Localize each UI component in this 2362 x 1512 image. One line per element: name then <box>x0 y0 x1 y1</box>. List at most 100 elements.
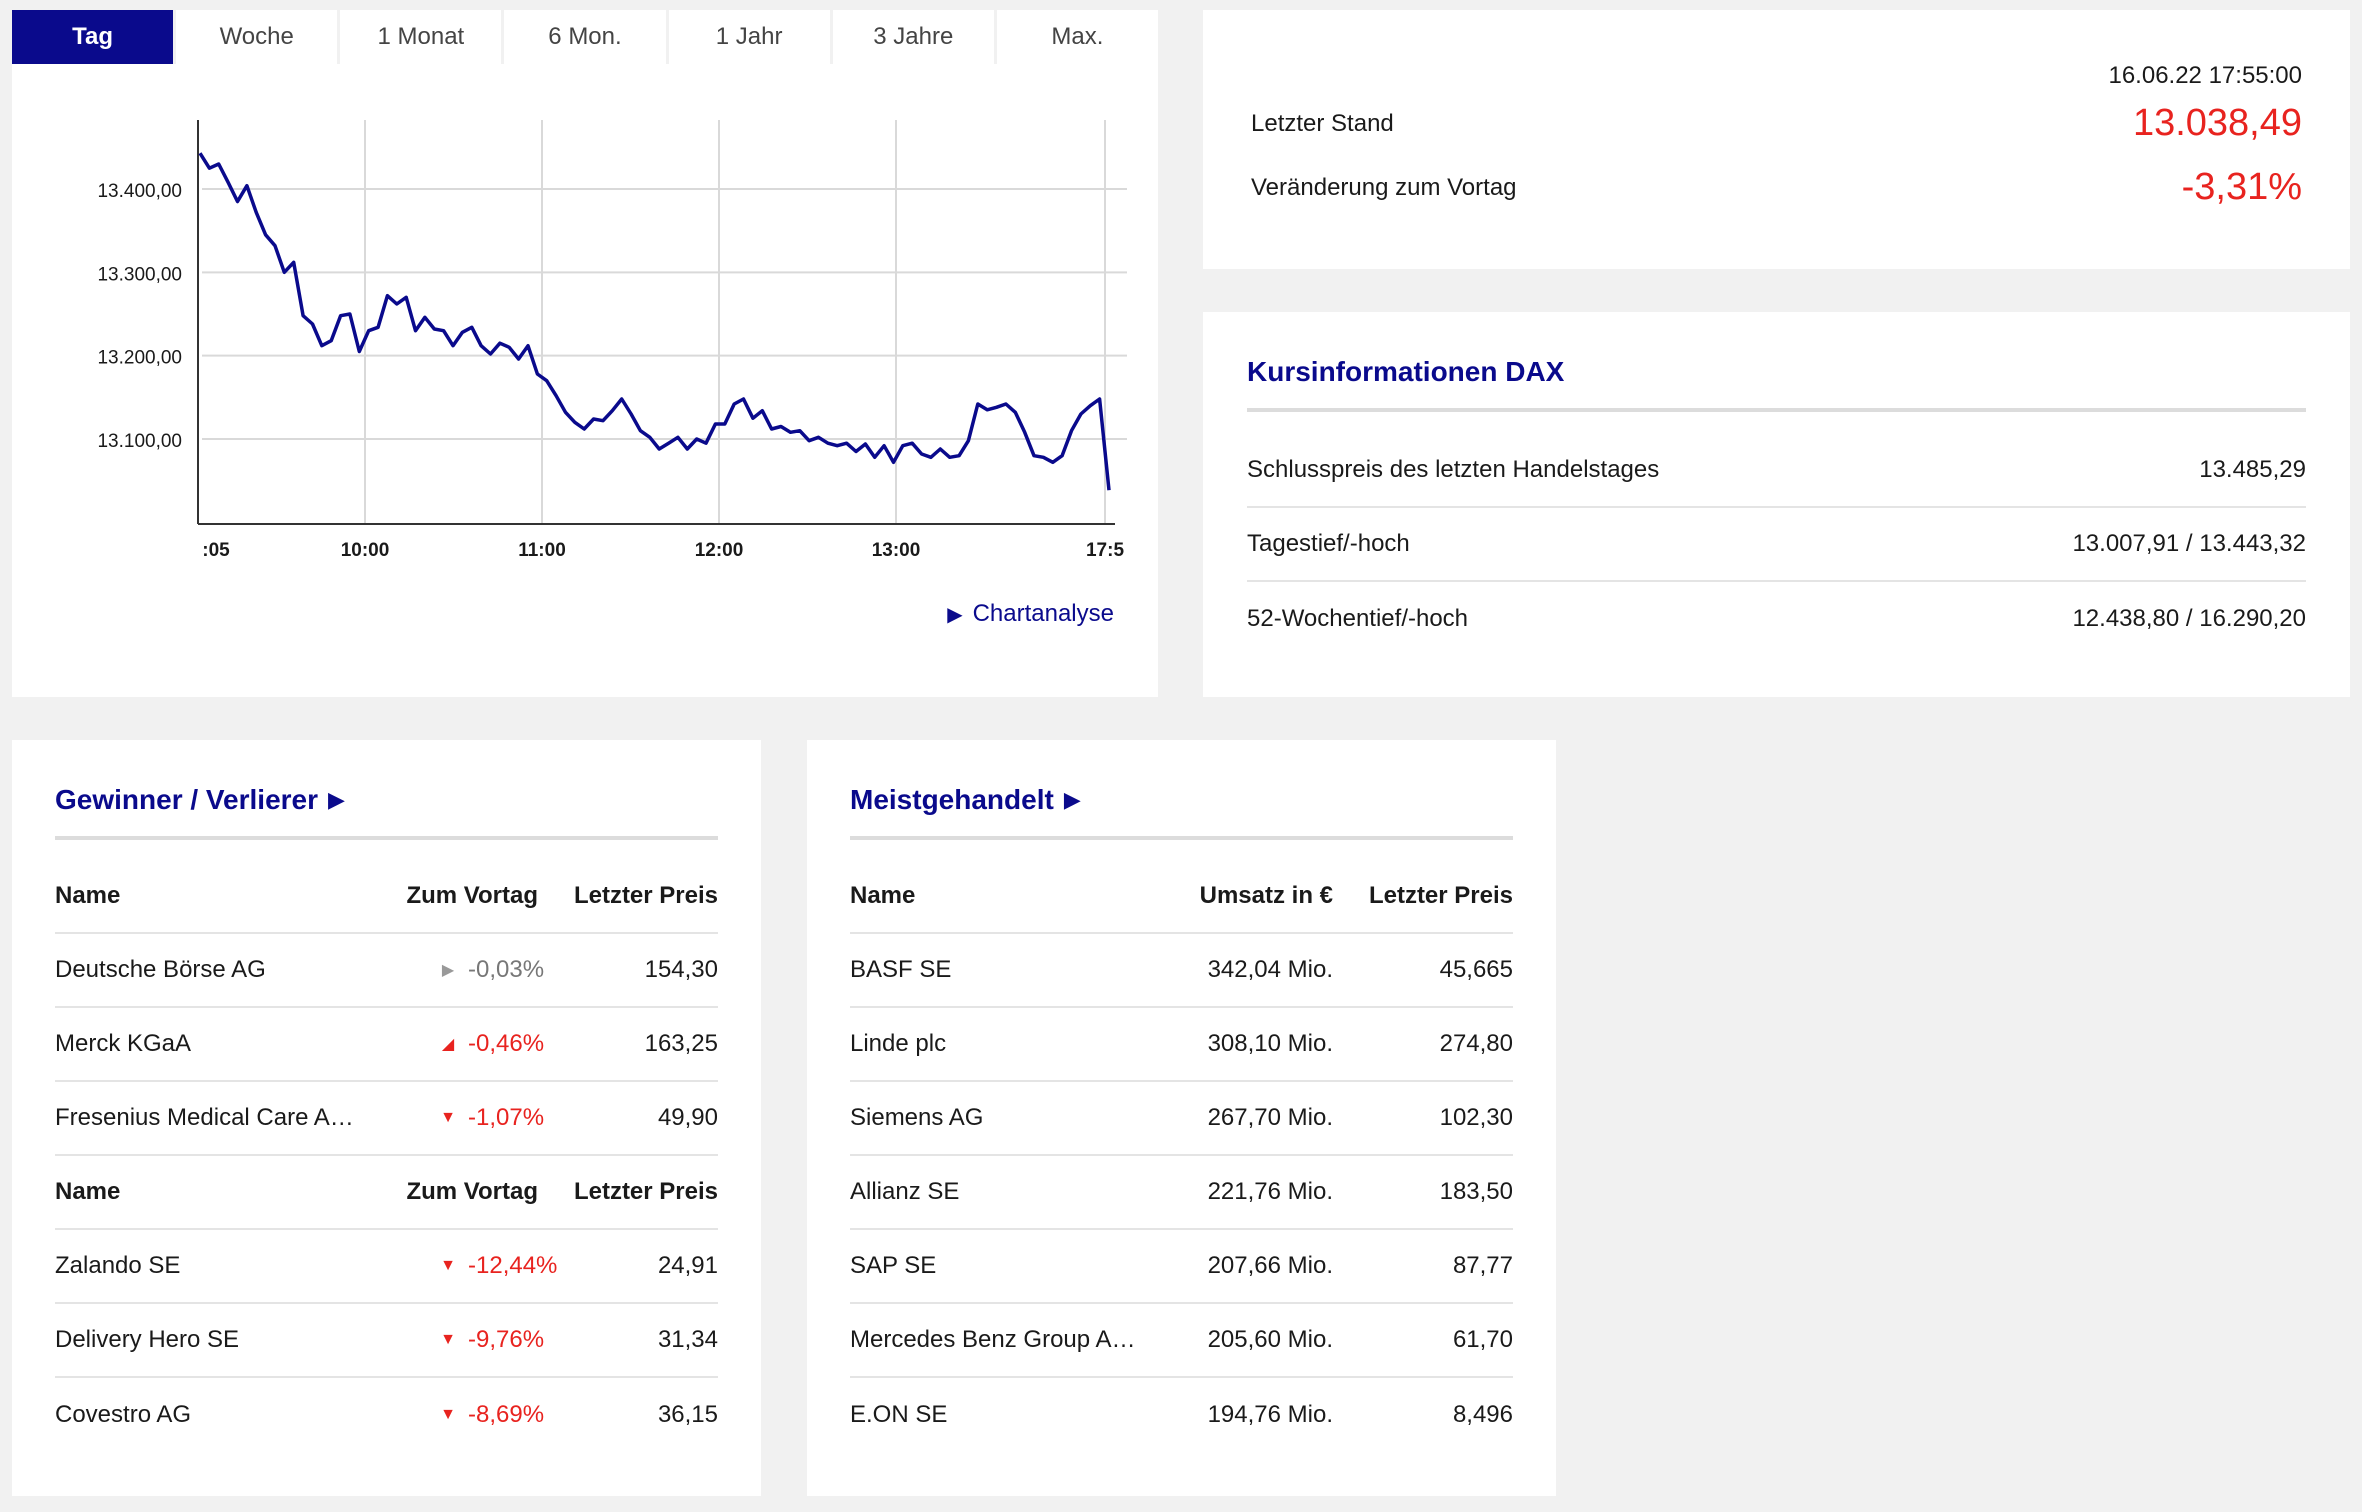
stock-name[interactable]: Covestro AG <box>55 1401 192 1428</box>
stock-name[interactable]: Allianz SE <box>850 1178 960 1205</box>
table-row[interactable]: Zalando SE ▼ -12,44% 24,91 <box>55 1230 718 1304</box>
table-row[interactable]: Merck KGaA ◢ -0,46% 163,25 <box>55 1008 718 1082</box>
y-tick-label: 13.400,00 <box>97 181 182 202</box>
last-price: 31,34 <box>657 1326 718 1353</box>
tab-3-jahre[interactable]: 3 Jahre <box>832 10 994 64</box>
kursinformationen-title: Kursinformationen DAX <box>1247 356 1565 387</box>
x-tick-label: :05 <box>202 540 230 561</box>
last-price: 154,30 <box>644 956 718 983</box>
col-name: Name <box>55 1178 121 1205</box>
series-line-dax <box>198 152 1111 491</box>
last-price-label: Letzter Stand <box>1251 109 1394 137</box>
info-row: Tagestief/-hoch 13.007,91 / 13.443,32 <box>1247 508 2306 582</box>
divider <box>850 836 1513 840</box>
chart-panel: Tag Woche 1 Monat 6 Mon. 1 Jahr 3 Jahre … <box>12 10 1158 697</box>
col-price: Letzter Preis <box>573 1178 718 1205</box>
table-header: Name Umsatz in € Letzter Preis <box>850 860 1513 934</box>
most-traded-panel: Meistgehandelt ▶ Name Umsatz in € Letzte… <box>807 740 1556 1496</box>
stock-name[interactable]: Delivery Hero SE <box>55 1326 240 1353</box>
gainers-losers-table: Name Zum Vortag Letzter Preis Deutsche B… <box>55 860 718 1452</box>
info-value: 13.485,29 <box>2199 456 2306 483</box>
volume-value: 205,60 Mio. <box>1207 1326 1333 1353</box>
table-row[interactable]: Deutsche Börse AG ▶ -0,03% 154,30 <box>55 934 718 1008</box>
stock-name[interactable]: BASF SE <box>850 956 952 983</box>
down-arrow-icon: ▼ <box>440 1331 456 1348</box>
stock-name[interactable]: E.ON SE <box>850 1401 948 1428</box>
stock-name[interactable]: Zalando SE <box>55 1252 181 1279</box>
col-change: Zum Vortag <box>406 882 538 909</box>
change-label: Veränderung zum Vortag <box>1251 173 1517 201</box>
tab-1-jahr[interactable]: 1 Jahr <box>668 10 830 64</box>
y-tick-label: 13.200,00 <box>97 348 182 369</box>
table-row[interactable]: Covestro AG ▼ -8,69% 36,15 <box>55 1378 718 1452</box>
change-pct: -9,76% <box>468 1326 545 1353</box>
table-row[interactable]: Mercedes Benz Group AG… 205,60 Mio. 61,70 <box>850 1304 1513 1378</box>
stock-name[interactable]: Mercedes Benz Group AG… <box>850 1326 1153 1353</box>
most-traded-title: Meistgehandelt <box>850 784 1054 815</box>
volume-value: 267,70 Mio. <box>1207 1104 1333 1131</box>
change-row: Veränderung zum Vortag -3,31% <box>1251 166 2302 209</box>
table-header: Name Zum Vortag Letzter Preis <box>55 860 718 934</box>
table-row[interactable]: E.ON SE 194,76 Mio. 8,496 <box>850 1378 1513 1452</box>
table-row[interactable]: BASF SE 342,04 Mio. 45,665 <box>850 934 1513 1008</box>
info-row: 52-Wochentief/-hoch 12.438,80 / 16.290,2… <box>1247 582 2306 656</box>
col-name: Name <box>55 882 121 909</box>
stock-name[interactable]: Siemens AG <box>850 1104 984 1131</box>
stock-name[interactable]: Deutsche Börse AG <box>55 956 266 983</box>
chartanalyse-label: Chartanalyse <box>972 600 1114 627</box>
volume-value: 194,76 Mio. <box>1207 1401 1333 1428</box>
down-arrow-icon: ▼ <box>440 1406 456 1423</box>
change-pct: -1,07% <box>468 1104 545 1131</box>
last-price-row: Letzter Stand 13.038,49 <box>1251 102 2302 145</box>
tab-6-mon[interactable]: 6 Mon. <box>504 10 666 64</box>
y-tick-label: 13.300,00 <box>97 264 182 285</box>
col-price: Letzter Preis <box>1368 882 1513 909</box>
x-tick-label: 12:00 <box>695 540 744 561</box>
col-name: Name <box>850 882 916 909</box>
col-volume: Umsatz in € <box>1199 882 1333 909</box>
table-row[interactable]: Siemens AG 267,70 Mio. 102,30 <box>850 1082 1513 1156</box>
info-row: Schlusspreis des letzten Handelstages 13… <box>1247 434 2306 508</box>
quote-timestamp: 16.06.22 17:55:00 <box>2108 62 2302 89</box>
tab-1-monat[interactable]: 1 Monat <box>340 10 502 64</box>
last-price: 8,496 <box>1452 1401 1513 1428</box>
table-row[interactable]: Linde plc 308,10 Mio. 274,80 <box>850 1008 1513 1082</box>
quote-panel: 16.06.22 17:55:00 Letzter Stand 13.038,4… <box>1203 10 2350 269</box>
info-label: Tagestief/-hoch <box>1247 530 1410 557</box>
stock-name[interactable]: Fresenius Medical Care A… <box>55 1104 354 1131</box>
most-traded-table: Name Umsatz in € Letzter Preis BASF SE 34… <box>850 860 1513 1452</box>
x-tick-label: 17:5 <box>1086 540 1124 561</box>
x-tick-label: 13:00 <box>872 540 921 561</box>
intraday-chart[interactable]: 13.400,00 13.300,00 13.200,00 13.100,00 :05… <box>12 64 1158 584</box>
gainers-losers-link[interactable]: Gewinner / Verlierer ▶ <box>55 784 345 816</box>
down-arrow-icon: ▼ <box>440 1257 456 1274</box>
stock-name[interactable]: Merck KGaA <box>55 1030 192 1057</box>
last-price: 163,25 <box>644 1030 718 1057</box>
table-row[interactable]: Delivery Hero SE ▼ -9,76% 31,34 <box>55 1304 718 1378</box>
table-row[interactable]: Allianz SE 221,76 Mio. 183,50 <box>850 1156 1513 1230</box>
play-icon: ▶ <box>328 787 345 812</box>
last-price: 36,15 <box>657 1401 718 1428</box>
chartanalyse-link[interactable]: ▶ Chartanalyse <box>947 600 1114 628</box>
divider <box>1247 408 2306 412</box>
change-pct: -8,69% <box>468 1401 545 1428</box>
stock-name[interactable]: Linde plc <box>850 1030 947 1057</box>
most-traded-link[interactable]: Meistgehandelt ▶ <box>850 784 1081 816</box>
info-label: Schlusspreis des letzten Handelstages <box>1247 456 1660 483</box>
divider <box>55 836 718 840</box>
stock-name[interactable]: SAP SE <box>850 1252 937 1279</box>
table-header: Name Zum Vortag Letzter Preis <box>55 1156 718 1230</box>
play-icon: ▶ <box>947 603 963 626</box>
y-tick-label: 13.100,00 <box>97 431 182 452</box>
table-row[interactable]: SAP SE 207,66 Mio. 87,77 <box>850 1230 1513 1304</box>
tab-woche[interactable]: Woche <box>176 10 338 64</box>
last-price: 87,77 <box>1452 1252 1513 1279</box>
change-pct: -0,03% <box>468 956 545 983</box>
change-pct: -0,46% <box>468 1030 545 1057</box>
x-tick-label: 10:00 <box>341 540 390 561</box>
down-arrow-icon: ▼ <box>440 1109 456 1126</box>
volume-value: 308,10 Mio. <box>1207 1030 1333 1057</box>
tab-max[interactable]: Max. <box>996 10 1158 64</box>
tab-tag[interactable]: Tag <box>12 10 174 64</box>
table-row[interactable]: Fresenius Medical Care A… ▼ -1,07% 49,90 <box>55 1082 718 1156</box>
